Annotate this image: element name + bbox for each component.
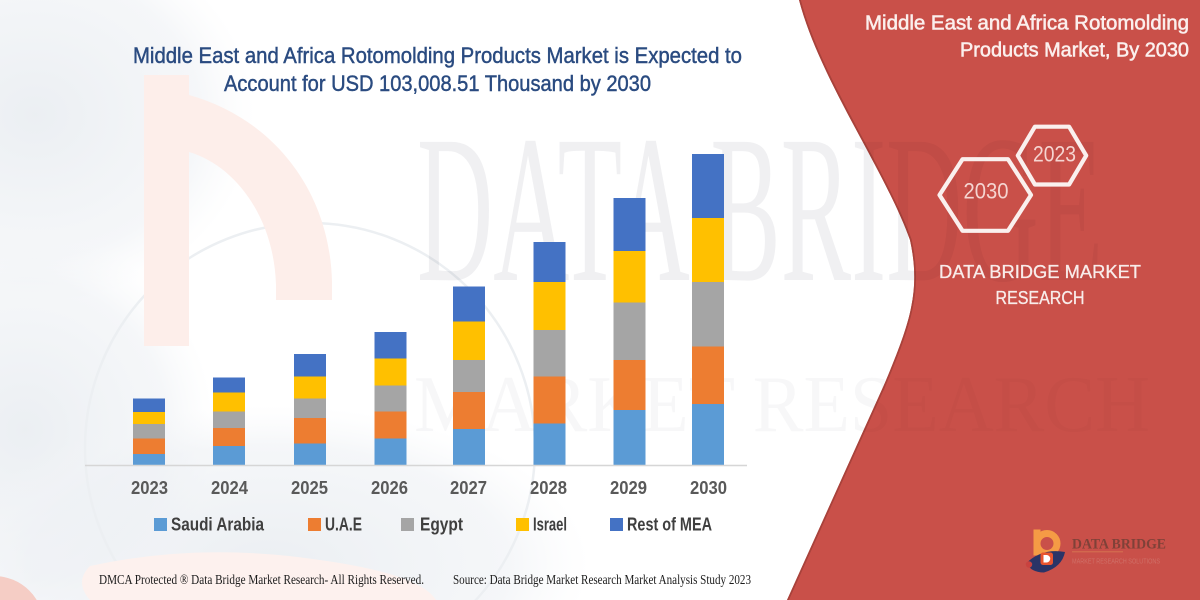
svg-text:RESEARCH: RESEARCH	[996, 287, 1085, 308]
svg-text:DATA BRIDGE: DATA BRIDGE	[417, 92, 1103, 326]
svg-text:Account for USD 103,008.51 Tho: Account for USD 103,008.51 Thousand by 2…	[224, 71, 651, 96]
svg-text:DATA BRIDGE: DATA BRIDGE	[1072, 537, 1166, 553]
svg-text:2029: 2029	[610, 478, 647, 498]
svg-text:Egypt: Egypt	[420, 515, 463, 535]
svg-text:DMCA Protected ® Data Bridge M: DMCA Protected ® Data Bridge Market Rese…	[99, 573, 424, 588]
svg-text:MARKET RESEARCH SOLUTIONS: MARKET RESEARCH SOLUTIONS	[1072, 559, 1160, 566]
svg-text:2028: 2028	[530, 478, 567, 498]
svg-text:2026: 2026	[371, 478, 408, 498]
svg-text:2027: 2027	[450, 478, 487, 498]
svg-text:2023: 2023	[131, 478, 168, 498]
svg-text:2030: 2030	[690, 478, 727, 498]
svg-text:Israel: Israel	[533, 515, 567, 535]
svg-text:2024: 2024	[211, 478, 248, 498]
svg-text:Middle East and Africa Rotomol: Middle East and Africa Rotomolding	[865, 13, 1189, 35]
svg-text:2030: 2030	[964, 178, 1009, 203]
svg-text:U.A.E: U.A.E	[325, 515, 362, 535]
svg-text:Products Market, By 2030: Products Market, By 2030	[960, 40, 1189, 62]
svg-text:2023: 2023	[1033, 142, 1076, 167]
svg-text:2025: 2025	[291, 478, 328, 498]
svg-text:Source: Data Bridge Market Res: Source: Data Bridge Market Research Mark…	[453, 573, 751, 588]
svg-text:DATA BRIDGE MARKET: DATA BRIDGE MARKET	[939, 261, 1141, 282]
svg-text:Middle East and Africa Rotomol: Middle East and Africa Rotomolding Produ…	[133, 43, 742, 68]
svg-text:Saudi Arabia: Saudi Arabia	[171, 515, 265, 535]
svg-text:Rest of MEA: Rest of MEA	[627, 515, 712, 535]
